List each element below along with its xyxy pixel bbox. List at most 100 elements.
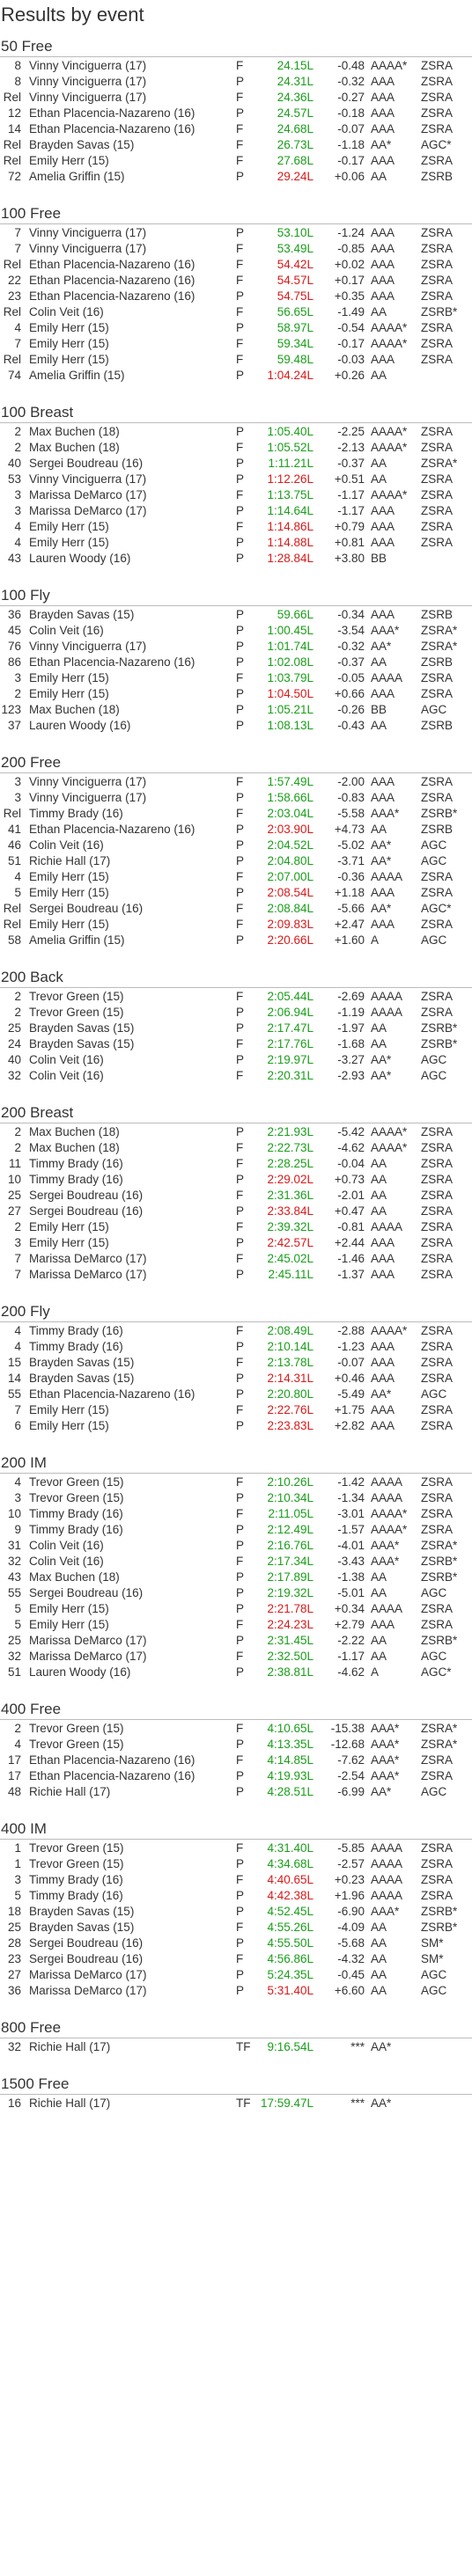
- team-cell: ZSRA: [421, 687, 454, 700]
- standard-cell: AAA: [371, 274, 395, 287]
- team-cell: ZSRB: [421, 655, 454, 669]
- swimmer-cell: Max Buchen (18): [29, 703, 120, 716]
- place-cell: Rel: [3, 807, 21, 820]
- result-row: 23 Ethan Placencia-Nazareno (16) P 54.75L +0…: [0, 289, 472, 304]
- time-cell: 2:09.83L: [267, 918, 313, 931]
- time-cell: 1:58.66L: [267, 791, 313, 804]
- team-cell: SM*: [421, 1936, 444, 1950]
- round-cell: F: [236, 1252, 244, 1265]
- round-cell: P: [236, 1968, 245, 1981]
- swimmer-cell: Ethan Placencia-Nazareno (16): [29, 823, 195, 836]
- round-cell: P: [236, 719, 245, 732]
- standard-cell: AA: [371, 369, 387, 382]
- time-cell: 1:03.79L: [267, 671, 313, 684]
- standard-cell: A: [371, 1665, 380, 1679]
- event-title: 200 IM: [1, 1454, 47, 1471]
- round-cell: P: [236, 1268, 245, 1281]
- time-cell: 2:14.31L: [267, 1372, 313, 1385]
- time-cell: 4:34.68L: [267, 1857, 313, 1870]
- time-cell: 2:29.02L: [267, 1173, 313, 1186]
- time-cell: 1:57.49L: [267, 775, 313, 788]
- time-cell: 2:31.36L: [267, 1189, 313, 1202]
- result-row: 3 Marissa DeMarco (17) P 1:14.64L -1.17 AAA ZS…: [0, 503, 472, 519]
- diff-cell: -1.46: [337, 1252, 365, 1265]
- diff-cell: +0.06: [334, 170, 365, 183]
- place-cell: 25: [7, 1634, 21, 1647]
- swimmer-cell: Sergei Boudreau (16): [29, 902, 144, 915]
- time-cell: 2:11.05L: [268, 1507, 313, 1520]
- diff-cell: -1.24: [337, 226, 365, 239]
- result-row: 14 Ethan Placencia-Nazareno (16) F 24.68L -0…: [0, 121, 472, 137]
- time-cell: 2:19.32L: [267, 1586, 313, 1599]
- result-row: 12 Ethan Placencia-Nazareno (16) P 24.57L -0…: [0, 106, 472, 121]
- result-row: 4 Trevor Green (15) P 4:13.35L -12.68 AAA* ZSR…: [0, 1737, 472, 1753]
- result-row: 24 Brayden Savas (15) F 2:17.76L -1.68 AA ZSRB…: [0, 1036, 472, 1052]
- event-title: 800 Free: [1, 2019, 62, 2036]
- swimmer-cell: Ethan Placencia-Nazareno (16): [29, 258, 195, 271]
- diff-cell: -1.49: [337, 305, 365, 318]
- standard-cell: BB: [371, 552, 387, 565]
- standard-cell: AAA*: [371, 1753, 400, 1767]
- standard-cell: AA: [371, 1634, 387, 1647]
- event-section: 50 Free 8 Vinny Vinciguerra (17) F 24.15L -0.…: [0, 37, 472, 185]
- result-row: 2 Max Buchen (18) P 2:21.93L -5.42 AAAA* ZSRA: [0, 1124, 472, 1140]
- result-row: 2 Emily Herr (15) F 2:39.32L -0.81 AAAA ZSRA: [0, 1219, 472, 1235]
- standard-cell: AA*: [371, 640, 392, 653]
- event-divider: [0, 1839, 472, 1840]
- swimmer-cell: Sergei Boudreau (16): [29, 1586, 144, 1599]
- result-row: Rel Colin Veit (16) F 56.65L -1.49 AA ZSRB*: [0, 304, 472, 320]
- swimmer-cell: Max Buchen (18): [29, 425, 120, 438]
- diff-cell: -1.57: [337, 1523, 365, 1536]
- swimmer-cell: Trevor Green (15): [29, 1006, 124, 1019]
- standard-cell: AAA: [371, 918, 395, 931]
- swimmer-cell: Trevor Green (15): [29, 1841, 124, 1855]
- team-cell: AGC: [421, 854, 447, 867]
- time-cell: 2:17.34L: [267, 1555, 313, 1568]
- diff-cell: -5.42: [337, 1125, 365, 1138]
- result-row: 58 Amelia Griffin (15) P 2:20.66L +1.60 A AGC: [0, 933, 472, 948]
- round-cell: F: [236, 441, 244, 454]
- round-cell: P: [236, 1021, 245, 1035]
- round-cell: P: [236, 1053, 245, 1066]
- result-row: 3 Vinny Vinciguerra (17) F 1:57.49L -2.00 AAA…: [0, 774, 472, 790]
- place-cell: 86: [7, 655, 21, 669]
- event-section: 1500 Free 16 Richie Hall (17) TF 17:59.47L **…: [0, 2075, 472, 2111]
- result-row: 2 Max Buchen (18) F 1:05.52L -2.13 AAAA* ZSRA: [0, 440, 472, 456]
- result-row: Rel Emily Herr (15) F 59.48L -0.03 AAA ZSRA: [0, 352, 472, 368]
- place-cell: 14: [7, 1372, 21, 1385]
- standard-cell: AA: [371, 472, 387, 486]
- place-cell: 32: [7, 1069, 21, 1082]
- round-cell: F: [236, 1220, 244, 1233]
- standard-cell: AAAA*: [371, 1125, 408, 1138]
- swimmer-cell: Timmy Brady (16): [29, 1324, 123, 1337]
- swimmer-cell: Max Buchen (18): [29, 1141, 120, 1154]
- time-cell: 59.66L: [277, 608, 313, 621]
- result-row: 6 Emily Herr (15) P 2:23.83L +2.82 AAA ZSRA: [0, 1418, 472, 1434]
- result-row: Rel Ethan Placencia-Nazareno (16) F 54.42L +…: [0, 257, 472, 273]
- result-row: 32 Colin Veit (16) F 2:20.31L -2.93 AA* AGC: [0, 1068, 472, 1084]
- result-row: Rel Emily Herr (15) F 27.68L -0.17 AAA ZSRA: [0, 153, 472, 169]
- standard-cell: AA*: [371, 1785, 392, 1798]
- diff-cell: +2.44: [334, 1236, 365, 1249]
- place-cell: 37: [7, 719, 21, 732]
- diff-cell: -2.01: [337, 1189, 365, 1202]
- place-cell: 4: [14, 1324, 21, 1337]
- time-cell: 1:13.75L: [267, 488, 313, 501]
- team-cell: AGC: [421, 1968, 447, 1981]
- swimmer-cell: Emily Herr (15): [29, 1403, 109, 1416]
- swimmer-cell: Emily Herr (15): [29, 671, 109, 684]
- time-cell: 1:11.21L: [268, 457, 313, 470]
- result-row: Rel Emily Herr (15) F 2:09.83L +2.47 AAA ZSRA: [0, 917, 472, 933]
- diff-cell: -7.62: [337, 1753, 365, 1767]
- result-row: 15 Brayden Savas (15) F 2:13.78L -0.07 AAA ZSR…: [0, 1355, 472, 1371]
- round-cell: P: [236, 1738, 245, 1751]
- diff-cell: -4.01: [337, 1539, 365, 1552]
- diff-cell: +1.18: [334, 886, 365, 899]
- swimmer-cell: Emily Herr (15): [29, 321, 109, 334]
- round-cell: P: [236, 703, 245, 716]
- round-cell: F: [236, 870, 244, 883]
- event-divider: [0, 605, 472, 606]
- team-cell: ZSRA*: [421, 1539, 458, 1552]
- team-cell: AGC*: [421, 138, 452, 151]
- time-cell: 59.48L: [277, 353, 313, 366]
